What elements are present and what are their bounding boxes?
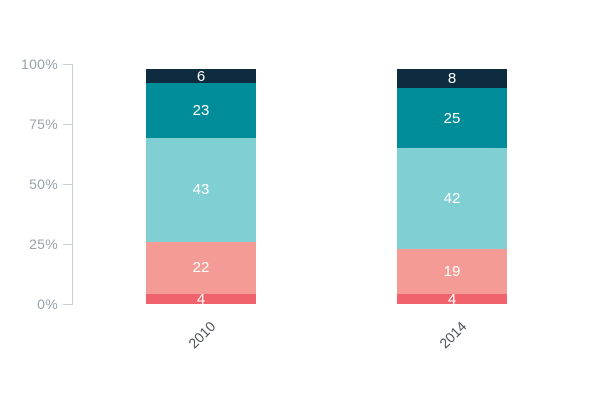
- bar-value-label: 8: [447, 69, 457, 87]
- y-axis-tick: [63, 64, 72, 65]
- bar-segment: 4: [397, 290, 507, 308]
- bar-value-label: 25: [443, 109, 461, 127]
- bar-value-label: 4: [196, 290, 206, 308]
- bar-value-label: 22: [192, 259, 210, 277]
- y-axis-tick: [63, 184, 72, 185]
- y-axis-tick-label: 25%: [29, 236, 58, 252]
- bar-value-label: 6: [196, 67, 206, 85]
- bar-value-label: 4: [447, 290, 457, 308]
- y-axis-tick-label: 50%: [29, 176, 58, 192]
- bar-segment: 43: [146, 138, 256, 242]
- bar-segment: 4: [146, 290, 256, 308]
- y-axis-line: [72, 64, 73, 305]
- bar-value-label: 43: [192, 181, 210, 199]
- bar-segment: 6: [146, 67, 256, 85]
- y-axis-tick-label: 100%: [20, 56, 58, 72]
- y-axis-tick: [63, 304, 72, 305]
- bar-segment: 25: [397, 88, 507, 148]
- y-axis-tick: [63, 244, 72, 245]
- bar-segment: 42: [397, 148, 507, 249]
- bar-segment: 19: [397, 248, 507, 295]
- x-axis-category-label: 2010: [184, 318, 219, 352]
- bar-value-label: 23: [192, 102, 210, 120]
- y-axis-tick: [63, 124, 72, 125]
- bar-segment: 22: [146, 241, 256, 295]
- y-axis-tick-label: 0%: [37, 296, 58, 312]
- bar-value-label: 42: [443, 189, 461, 207]
- bar-segment: 8: [397, 68, 507, 88]
- x-axis-category-label: 2014: [435, 318, 470, 352]
- y-axis-tick-label: 75%: [29, 116, 58, 132]
- bar-value-label: 19: [443, 263, 461, 281]
- bar-segment: 23: [146, 83, 256, 139]
